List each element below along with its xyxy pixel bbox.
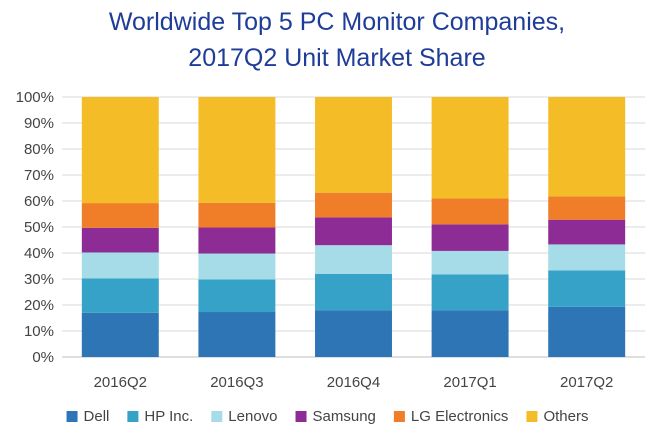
bar-segment-samsung: [315, 217, 392, 246]
legend-swatch: [66, 411, 78, 422]
bar-segment-dell: [198, 312, 276, 357]
bar-segment-lenovo: [548, 244, 626, 271]
bar-segment-lg-electronics: [431, 198, 509, 225]
y-tick-label: 10%: [24, 323, 54, 340]
legend-swatch: [127, 411, 139, 422]
bar-segment-dell: [81, 312, 159, 357]
bar-segment-hp-inc-: [198, 279, 276, 313]
bar-segment-others: [315, 97, 392, 193]
bar-segment-others: [198, 97, 276, 203]
bar-segment-dell: [548, 306, 626, 357]
bar-segment-lenovo: [198, 253, 276, 280]
legend-swatch: [526, 411, 538, 422]
bar-segment-hp-inc-: [315, 273, 392, 311]
bar-segment-lg-electronics: [81, 203, 159, 228]
bars: [81, 97, 626, 357]
legend: Dell HP Inc. Lenovo Samsung LG Electronics Ot…: [66, 408, 588, 425]
y-tick-label: 60%: [24, 193, 54, 210]
x-tick-label: 2016Q3: [210, 374, 263, 391]
x-tick-label: 2016Q4: [327, 374, 380, 391]
bar-segment-samsung: [81, 227, 159, 253]
bar-segment-hp-inc-: [81, 278, 159, 313]
y-tick-label: 0%: [32, 349, 54, 366]
legend-swatch: [211, 411, 223, 422]
bar-segment-lenovo: [81, 252, 159, 279]
chart-title: Worldwide Top 5 PC Monitor Companies,: [109, 8, 565, 36]
bar-segment-samsung: [431, 224, 509, 251]
y-tick-label: 20%: [24, 297, 54, 314]
y-tick-label: 100%: [16, 89, 54, 106]
x-tick-label: 2017Q2: [560, 374, 613, 391]
y-tick-label: 30%: [24, 271, 54, 288]
legend-swatch: [295, 411, 307, 422]
bar-segment-others: [81, 97, 159, 204]
bar-segment-dell: [431, 310, 509, 357]
chart-subtitle: 2017Q2 Unit Market Share: [188, 44, 485, 72]
bar-segment-lg-electronics: [198, 202, 276, 228]
bar-segment-lenovo: [315, 245, 392, 274]
y-axis: 0% 10% 20% 30% 40% 50% 60% 70% 80% 90% 100%: [16, 89, 54, 366]
bar-segment-dell: [315, 310, 392, 357]
bar-segment-hp-inc-: [548, 270, 626, 307]
y-tick-label: 90%: [24, 115, 54, 132]
bar-segment-others: [548, 97, 626, 197]
bar-segment-hp-inc-: [431, 274, 509, 311]
bar-segment-lenovo: [431, 250, 509, 275]
bar-segment-samsung: [548, 219, 626, 245]
legend-label: Others: [543, 408, 588, 425]
legend-label: Samsung: [313, 408, 376, 425]
bar-segment-others: [431, 97, 509, 199]
y-tick-label: 70%: [24, 167, 54, 184]
x-tick-label: 2017Q1: [443, 374, 496, 391]
y-tick-label: 40%: [24, 245, 54, 262]
legend-label: Dell: [84, 408, 110, 425]
legend-swatch: [393, 411, 405, 422]
x-axis: 2016Q2 2016Q3 2016Q4 2017Q1 2017Q2: [94, 374, 614, 391]
bar-segment-samsung: [198, 227, 276, 254]
legend-label: HP Inc.: [144, 408, 193, 425]
y-tick-label: 50%: [24, 219, 54, 236]
bar-segment-lg-electronics: [548, 196, 626, 220]
y-tick-label: 80%: [24, 141, 54, 158]
x-tick-label: 2016Q2: [94, 374, 147, 391]
legend-label: Lenovo: [228, 408, 277, 425]
legend-label: LG Electronics: [411, 408, 509, 425]
bar-segment-lg-electronics: [315, 192, 392, 218]
